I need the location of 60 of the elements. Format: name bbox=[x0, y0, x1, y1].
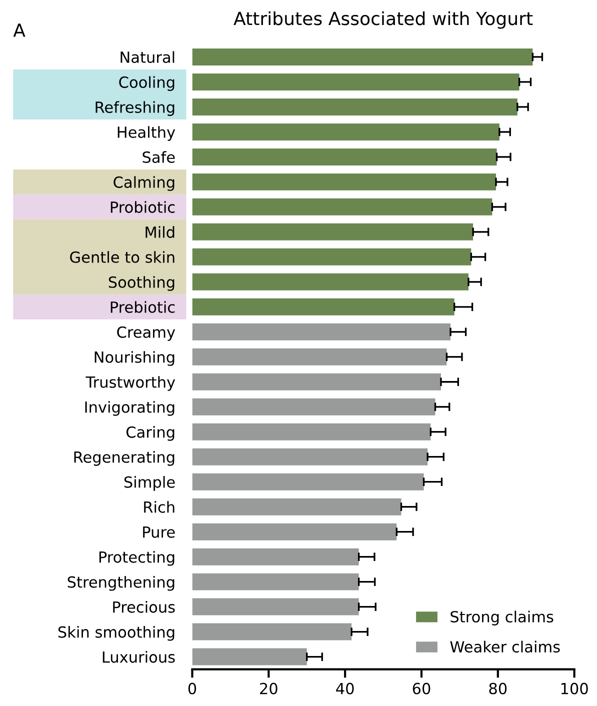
bar bbox=[192, 473, 424, 490]
bar bbox=[192, 248, 472, 266]
y-tick-label: Creamy bbox=[117, 326, 176, 341]
y-tick-label: Luxurious bbox=[102, 650, 175, 663]
legend-label: Weaker claims bbox=[450, 640, 560, 653]
bar bbox=[192, 523, 397, 540]
y-tick-label: Rich bbox=[144, 501, 174, 513]
x-tick-label: 100 bbox=[561, 682, 588, 694]
y-tick-label: Mild bbox=[146, 226, 174, 238]
bar bbox=[192, 573, 359, 590]
y-tick-label: Invigorating bbox=[85, 401, 174, 416]
y-tick-label: Probiotic bbox=[110, 201, 175, 213]
bar bbox=[192, 398, 436, 416]
x-tick-label: 60 bbox=[412, 682, 430, 694]
y-tick-label: Trustworthy bbox=[86, 376, 176, 391]
bar bbox=[192, 423, 431, 440]
y-tick-label: Nourishing bbox=[94, 351, 174, 366]
y-tick-label: Healthy bbox=[118, 126, 176, 141]
x-tick-label: 40 bbox=[336, 682, 354, 694]
bar bbox=[192, 348, 447, 366]
bar bbox=[192, 98, 518, 116]
bar bbox=[192, 298, 454, 316]
bar bbox=[192, 323, 451, 340]
y-tick-label: Gentle to skin bbox=[70, 251, 174, 263]
bar bbox=[192, 48, 533, 66]
y-tick-label: Soothing bbox=[108, 276, 174, 291]
bar bbox=[192, 498, 402, 516]
bar bbox=[192, 648, 307, 666]
bar bbox=[192, 373, 441, 390]
y-tick-label: Natural bbox=[120, 51, 174, 63]
y-tick-label: Cooling bbox=[119, 76, 174, 91]
bar bbox=[192, 198, 492, 216]
x-tick-label: 0 bbox=[188, 682, 196, 694]
y-tick-label: Strengthening bbox=[68, 576, 174, 591]
y-tick-label: Safe bbox=[142, 151, 175, 163]
text: A bbox=[13, 24, 26, 37]
y-tick-label: Pure bbox=[143, 526, 175, 538]
y-tick-label: Calming bbox=[114, 176, 174, 191]
y-tick-label: Prebiotic bbox=[110, 301, 175, 313]
bar bbox=[192, 173, 496, 190]
y-tick-label: Refreshing bbox=[96, 101, 174, 116]
y-tick-label: Simple bbox=[124, 476, 175, 491]
legend-label: Strong claims bbox=[450, 610, 554, 626]
chart-title: Attributes Associated with Yogurt bbox=[234, 11, 533, 29]
x-tick-label: 80 bbox=[489, 682, 507, 694]
bar bbox=[192, 598, 359, 616]
bar bbox=[192, 273, 468, 290]
bar bbox=[192, 548, 359, 566]
bar bbox=[192, 73, 520, 90]
bar bbox=[192, 223, 474, 240]
y-tick-label: Protecting bbox=[99, 551, 174, 566]
x-tick-label: 20 bbox=[260, 682, 278, 694]
y-tick-label: Precious bbox=[113, 601, 175, 613]
bar bbox=[192, 448, 428, 466]
bar bbox=[192, 123, 500, 140]
y-tick-label: Skin smoothing bbox=[58, 626, 174, 641]
bar bbox=[192, 623, 352, 640]
y-tick-label: Regenerating bbox=[74, 451, 174, 466]
bar bbox=[192, 148, 497, 166]
y-tick-label: Caring bbox=[126, 426, 174, 441]
